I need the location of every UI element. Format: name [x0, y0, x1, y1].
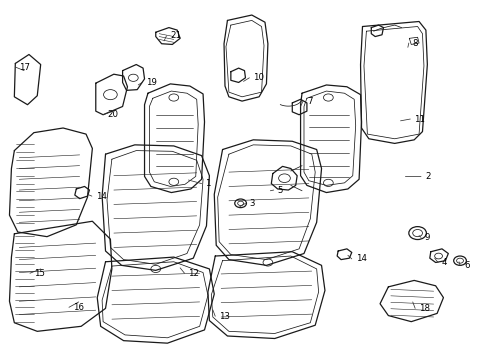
Text: 15: 15 [34, 269, 45, 278]
Text: 7: 7 [306, 96, 312, 105]
Text: 8: 8 [412, 39, 417, 48]
Text: 19: 19 [146, 78, 157, 87]
Text: 17: 17 [19, 63, 30, 72]
Text: 6: 6 [463, 261, 468, 270]
Text: 4: 4 [441, 258, 447, 267]
Text: 10: 10 [253, 73, 264, 82]
Text: 14: 14 [355, 255, 366, 264]
Text: 2: 2 [424, 172, 429, 181]
Text: 14: 14 [96, 192, 106, 201]
Text: 12: 12 [188, 269, 199, 278]
Text: 9: 9 [424, 233, 429, 242]
Text: 18: 18 [418, 304, 429, 313]
Text: 20: 20 [107, 110, 118, 119]
Text: 13: 13 [219, 312, 230, 321]
Text: 11: 11 [413, 114, 425, 123]
Text: 3: 3 [249, 199, 254, 208]
Text: 5: 5 [277, 185, 283, 194]
Text: 21: 21 [170, 31, 181, 40]
Text: 16: 16 [73, 303, 83, 312]
Text: 1: 1 [205, 179, 210, 188]
